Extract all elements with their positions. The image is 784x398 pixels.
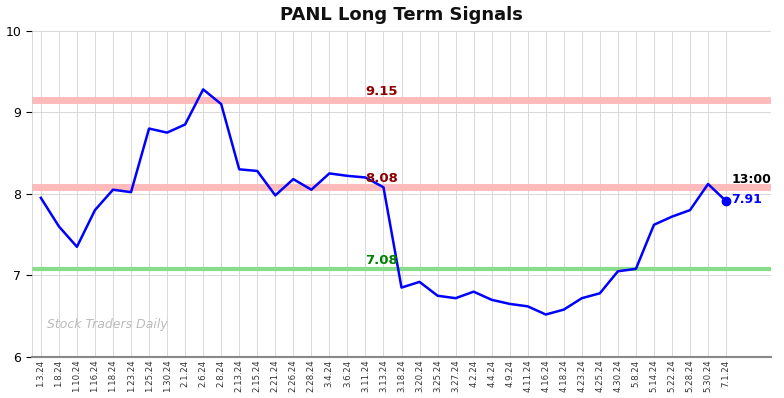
Text: 7.91: 7.91 <box>731 193 762 206</box>
Text: 7.08: 7.08 <box>365 254 398 267</box>
Title: PANL Long Term Signals: PANL Long Term Signals <box>280 6 523 23</box>
Text: Stock Traders Daily: Stock Traders Daily <box>46 318 167 331</box>
Text: 8.08: 8.08 <box>365 172 398 185</box>
Text: 13:00: 13:00 <box>731 173 771 186</box>
Text: 9.15: 9.15 <box>365 85 398 98</box>
